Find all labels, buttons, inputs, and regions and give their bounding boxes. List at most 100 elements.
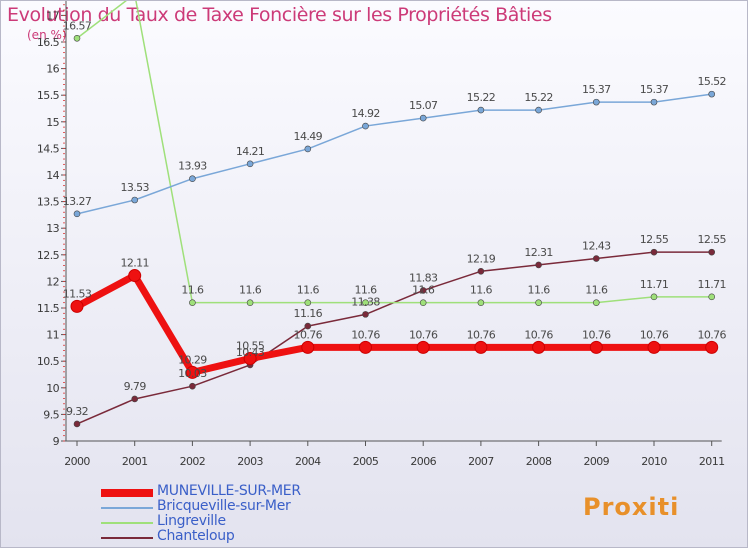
data-label: 16.57: [63, 19, 92, 32]
series-layer: [70, 1, 719, 428]
data-point: [189, 299, 196, 306]
data-point: [477, 267, 485, 275]
proxiti-logo: Proxiti: [583, 493, 680, 521]
data-label: 9.32: [66, 405, 88, 418]
data-label: 10.76: [467, 328, 496, 341]
data-point: [185, 365, 199, 379]
data-label: 14.49: [294, 130, 323, 143]
data-point: [474, 340, 488, 354]
data-label: 15.07: [409, 99, 438, 112]
y-tick-label: 15.5: [37, 89, 60, 102]
x-tick-label: 2002: [180, 455, 206, 468]
axes: 9 9.5 10 10.5 11 11.5 12 12.5 13 13.5 14 14.5 15 15.5…: [37, 1, 725, 468]
y-tick-label: 15: [46, 116, 59, 129]
data-point: [650, 248, 658, 256]
data-point: [477, 299, 485, 306]
data-label: 13.53: [120, 181, 149, 194]
data-point: [708, 248, 716, 256]
data-label: 10.76: [582, 328, 611, 341]
data-point: [532, 340, 546, 354]
y-tick-label: 16.5: [37, 36, 60, 49]
legend-label: Bricqueville-sur-Mer: [157, 498, 291, 514]
data-label: 15.52: [697, 75, 726, 88]
data-point: [189, 175, 196, 183]
data-point: [708, 293, 716, 301]
legend-label: Lingreville: [157, 513, 226, 529]
data-point: [362, 311, 369, 318]
series-line-muneville-sur-mer: [75, 272, 712, 376]
data-point: [705, 340, 719, 354]
legend-swatch: [101, 507, 153, 509]
data-point: [592, 255, 600, 262]
x-tick-label: 2010: [641, 455, 667, 468]
data-label: 12.55: [640, 233, 669, 246]
chart-title: Evolution du Taux de Taxe Foncière sur l…: [7, 4, 552, 26]
x-tick-label: 2011: [699, 455, 725, 468]
data-label: 11.6: [297, 284, 320, 297]
legend-swatch: [101, 522, 153, 524]
data-label: 11.71: [640, 278, 669, 291]
x-tick-label: 2005: [353, 455, 379, 468]
data-label: 11.6: [181, 284, 204, 297]
x-tick-label: 2007: [468, 455, 494, 468]
data-point: [650, 98, 658, 106]
data-label: 14.21: [236, 145, 265, 158]
y-tick-label: 13.5: [37, 196, 60, 209]
x-tick-label: 2009: [583, 455, 609, 468]
data-label: 10.76: [524, 328, 553, 341]
data-point: [304, 145, 312, 153]
data-point: [362, 122, 369, 130]
data-label: 11.53: [63, 287, 92, 300]
legend-label: MUNEVILLE-SUR-MER: [157, 483, 301, 499]
data-point: [535, 261, 542, 269]
y-tick-label: 11: [46, 329, 59, 342]
data-label: 12.31: [524, 246, 553, 259]
data-point: [128, 269, 142, 283]
data-label: 15.22: [467, 91, 496, 104]
data-label: 13.27: [63, 195, 92, 208]
y-tick-label: 12: [46, 275, 59, 288]
y-tick-label: 10: [46, 382, 59, 395]
data-label: 13.93: [178, 160, 207, 173]
data-point: [589, 340, 603, 354]
data-point: [131, 196, 138, 204]
data-point: [419, 114, 427, 122]
data-point: [592, 98, 600, 106]
data-point: [73, 420, 81, 428]
y-axis-unit: (en %): [27, 28, 67, 42]
data-point: [535, 106, 542, 114]
data-label: 15.22: [524, 91, 553, 104]
data-label: 11.6: [239, 284, 262, 297]
series-line-lingreville: [76, 1, 712, 304]
data-point: [73, 34, 81, 42]
data-point: [131, 395, 138, 403]
data-label: 12.43: [582, 240, 611, 253]
y-tick-label: 14.5: [37, 142, 60, 155]
data-label: 11.16: [294, 307, 323, 320]
legend-swatch: [101, 489, 153, 497]
data-point: [301, 340, 315, 354]
data-point: [647, 340, 661, 354]
data-point: [304, 299, 312, 306]
data-point: [419, 299, 427, 306]
data-label: 11.6: [412, 284, 435, 297]
legend-swatch: [101, 537, 153, 539]
data-label: 10.55: [236, 340, 265, 353]
data-label: 10.43: [236, 346, 265, 359]
data-point: [304, 322, 312, 330]
data-label: 10.76: [409, 328, 438, 341]
y-tick-label: 9: [53, 435, 60, 448]
data-point: [592, 299, 600, 306]
data-label: 10.76: [697, 328, 726, 341]
data-point: [70, 299, 84, 313]
data-point: [73, 210, 81, 218]
x-tick-label: 2003: [237, 455, 263, 468]
data-label: 10.29: [178, 353, 207, 366]
y-tick-label: 13: [46, 222, 59, 235]
data-point: [708, 90, 716, 98]
data-label: 12.55: [697, 233, 726, 246]
data-label: 9.79: [124, 380, 147, 393]
y-tick-label: 11.5: [37, 302, 60, 315]
